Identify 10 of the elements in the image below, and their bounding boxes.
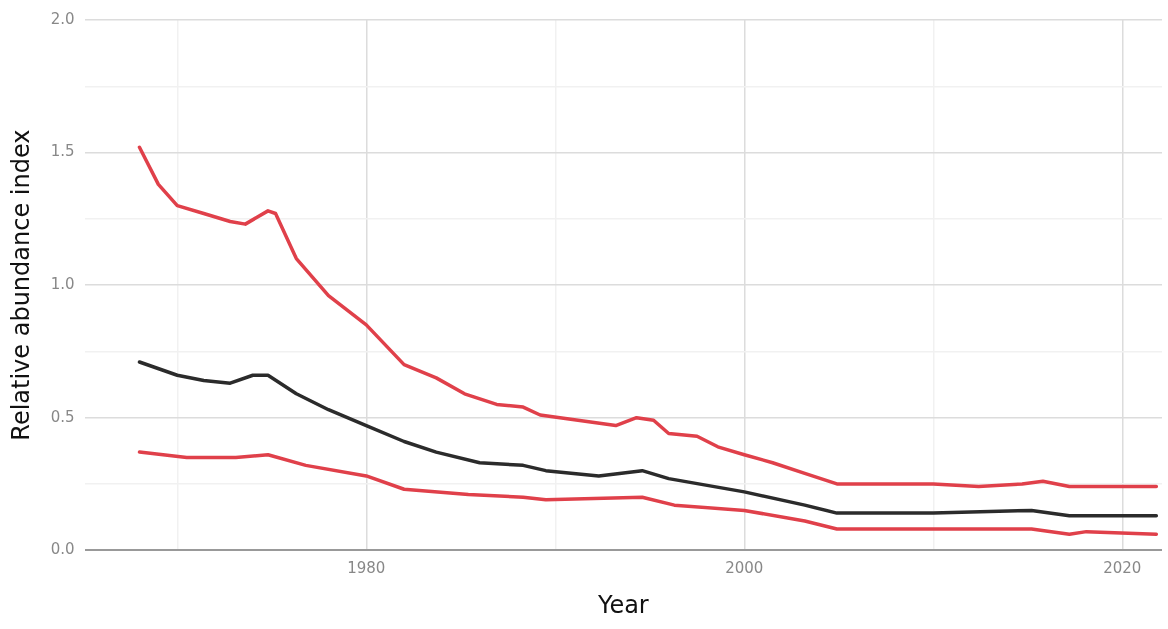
x-tick-label: 1980 (347, 559, 386, 578)
y-axis-title: Relative abundance index (6, 129, 35, 441)
x-axis-title: Year (596, 590, 649, 619)
x-tick-label: 2000 (725, 559, 764, 578)
x-tick-label: 2020 (1103, 559, 1142, 578)
y-tick-label: 2.0 (50, 9, 75, 28)
y-tick-label: 1.0 (50, 274, 75, 293)
y-tick-label: 0.0 (50, 540, 75, 559)
y-tick-label: 1.5 (50, 142, 75, 161)
y-tick-label: 0.5 (50, 407, 75, 426)
